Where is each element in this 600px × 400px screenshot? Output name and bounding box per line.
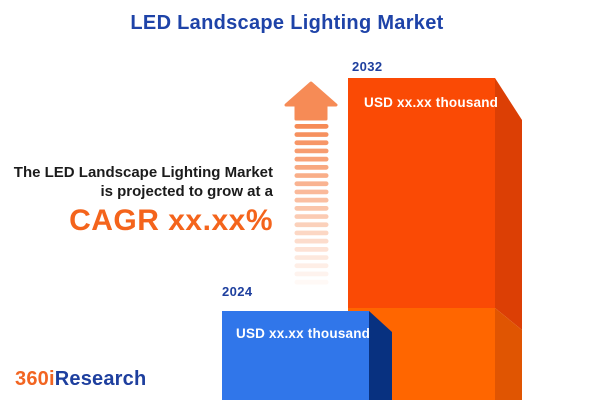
arrow-stripes — [294, 124, 329, 285]
growth-arrow-icon — [284, 81, 338, 285]
logo: 360iResearch — [15, 368, 146, 391]
value-label-2024: USD xx.xx thousand — [236, 326, 371, 341]
bar-2024-face — [222, 311, 369, 400]
year-label-2032: 2032 — [352, 59, 383, 74]
annotation: The LED Landscape Lighting Market is pro… — [14, 163, 273, 237]
cagr-text: CAGR xx.xx% — [69, 204, 273, 237]
annotation-line-2: is projected to grow at a — [100, 183, 273, 200]
logo-360i: 360i — [15, 368, 55, 390]
bar-2024-side — [369, 311, 392, 400]
bar-2032-side-lower — [495, 308, 522, 400]
logo-research: Research — [54, 368, 147, 390]
bar-2024 — [222, 311, 392, 400]
bar-2032-face-upper — [348, 78, 495, 308]
value-label-2032: USD xx.xx thousand — [364, 95, 499, 110]
arrow-head — [284, 81, 338, 121]
year-label-2024: 2024 — [222, 284, 253, 299]
page-title: LED Landscape Lighting Market — [130, 12, 444, 34]
annotation-line-1: The LED Landscape Lighting Market — [13, 164, 273, 181]
bar-2032-side-upper — [495, 78, 522, 330]
